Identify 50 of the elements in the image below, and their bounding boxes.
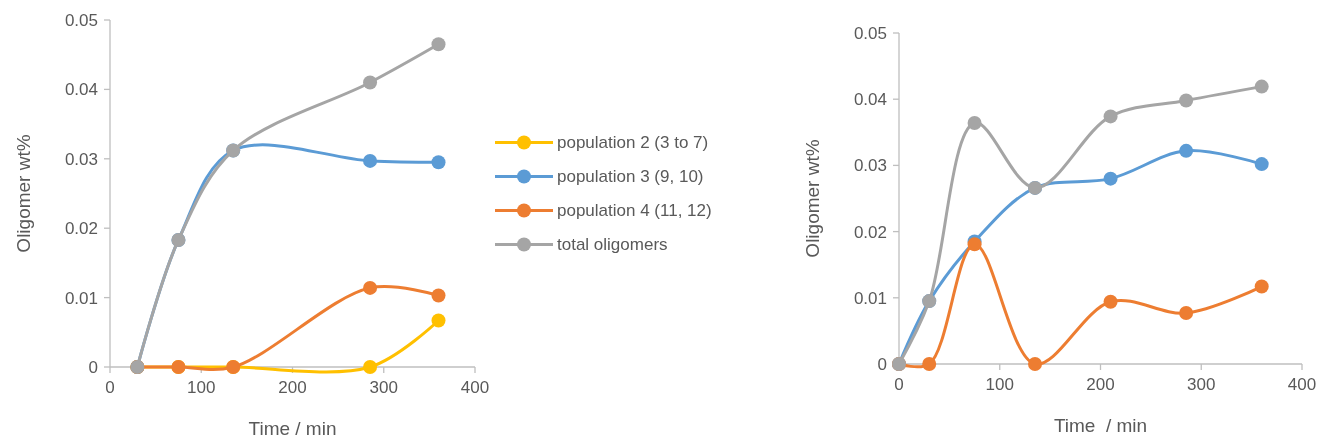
y-tick-label: 0.01: [64, 288, 98, 308]
point: [922, 357, 937, 371]
legend-label: population 2 (3 to 7): [557, 133, 709, 153]
x-tick-label: 100: [187, 378, 216, 397]
point: [1179, 93, 1194, 108]
point: [431, 313, 446, 328]
y-tick-label: 0.02: [64, 219, 98, 239]
y-tick-label: 0.01: [853, 288, 887, 308]
x-axis-title: Time / min: [1053, 415, 1148, 436]
point: [1028, 357, 1043, 371]
x-tick-label: 300: [369, 378, 398, 397]
y-tick-label: 0.04: [64, 80, 98, 100]
y-tick-label: 0.04: [853, 90, 887, 110]
point: [1254, 79, 1269, 94]
y-tick-label: 0.03: [64, 149, 98, 169]
point: [431, 37, 446, 52]
point: [1254, 279, 1269, 294]
x-axis-title: Time / min: [248, 418, 337, 439]
y-tick-label: 0.03: [853, 156, 887, 176]
x-tick-label: 200: [1086, 375, 1115, 394]
x-tick-label: 300: [1187, 375, 1216, 394]
y-axis-title: Oligomer wt%: [802, 139, 823, 258]
point: [431, 288, 446, 303]
x-tick-label: 100: [985, 375, 1014, 394]
x-tick-label: 400: [1287, 375, 1317, 394]
point: [1103, 294, 1118, 309]
x-tick-label: 400: [460, 378, 490, 397]
legend-label: population 4 (11, 12): [557, 201, 712, 221]
point: [363, 280, 378, 295]
y-tick-label: 0: [877, 354, 887, 374]
point: [1179, 143, 1194, 158]
legend-label: total oligomers: [557, 235, 668, 255]
point: [363, 360, 378, 374]
point: [363, 75, 378, 90]
y-tick-label: 0.05: [64, 10, 98, 30]
point: [363, 153, 378, 168]
y-tick-label: 0.02: [853, 222, 887, 242]
x-tick-label: 0: [105, 378, 115, 397]
y-tick-label: 0: [88, 357, 98, 377]
legend-label: population 3 (9, 10): [557, 167, 704, 187]
y-tick-label: 0.05: [853, 23, 887, 43]
point: [1103, 109, 1118, 124]
point: [967, 116, 982, 131]
x-tick-label: 0: [894, 375, 904, 394]
x-tick-label: 200: [278, 378, 307, 397]
point: [1254, 157, 1269, 172]
point: [431, 155, 446, 170]
point: [1179, 306, 1194, 321]
point: [1103, 171, 1118, 186]
y-axis-title: Oligomer wt%: [13, 134, 34, 253]
